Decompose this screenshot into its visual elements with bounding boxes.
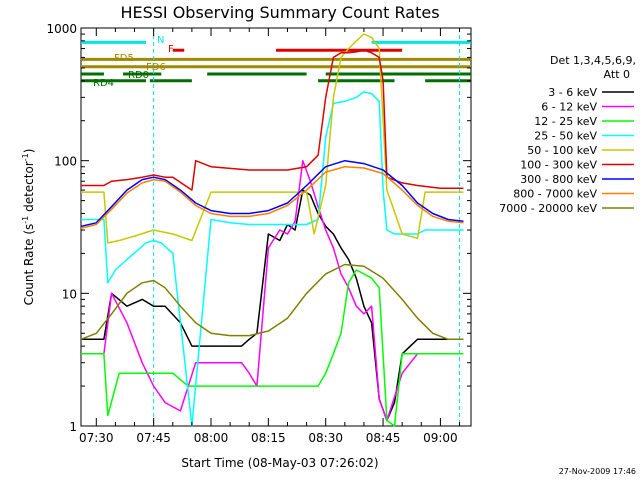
- flag-label-f: F: [168, 44, 174, 55]
- chart-title: HESSI Observing Summary Count Rates: [120, 3, 439, 22]
- x-tick-label: 07:45: [136, 431, 171, 445]
- series-line-300-800-kev: [80, 159, 464, 228]
- legend-label-300-800-kev: 300 - 800 keV: [520, 173, 597, 186]
- y-axis-label-mid: detector: [22, 161, 36, 216]
- legend-label-100-300-kev: 100 - 300 keV: [520, 159, 597, 172]
- legend-label-6-12-kev: 6 - 12 keV: [541, 101, 597, 114]
- plot-area: 07:30 07:45 08:00 08:15 08:30 08:45 09:00 1 10 10…: [46, 22, 472, 445]
- x-tick-label: 08:45: [366, 431, 401, 445]
- series-line-100-300-kev: [81, 49, 464, 191]
- y-tick-label: 100: [54, 155, 77, 169]
- y-axis-label-sup2: -1: [21, 153, 30, 161]
- timestamp: 27-Nov-2009 17:46: [559, 467, 636, 476]
- legend-label-25-50-kev: 25 - 50 keV: [534, 130, 597, 143]
- y-axis-label-main: Count Rate (s: [22, 224, 36, 306]
- legend: Det 1,3,4,5,6,9, Att 0 3 - 6 keV 6 - 12 k…: [499, 54, 636, 215]
- y-tick-label: 10: [62, 287, 77, 301]
- saa-lines: [153, 28, 461, 426]
- flag-label-fd5: FD5: [114, 53, 134, 64]
- legend-label-7000-20000-kev: 7000 - 20000 keV: [499, 202, 597, 215]
- y-tick-label: 1000: [46, 22, 77, 36]
- y-axis-label: Count Rate (s-1 detector-1): [21, 149, 36, 306]
- flag-label-n: N: [157, 35, 164, 46]
- series-lines: [80, 33, 464, 427]
- flag-label-group: N F FD5 FD6 RD0 RD4: [93, 35, 174, 89]
- series-line-12-25-kev: [81, 269, 464, 427]
- legend-title-detectors: Det 1,3,4,5,6,9,: [550, 54, 636, 67]
- y-axis-label-end: ): [22, 149, 36, 154]
- series-line-6-12-kev: [81, 159, 464, 422]
- flag-bars: [81, 40, 471, 83]
- series-line-7000-20000-kev: [80, 263, 464, 341]
- axis-ticks: 07:30 07:45 08:00 08:15 08:30 08:45 09:00 1 10 10…: [46, 22, 471, 445]
- x-tick-label: 08:30: [308, 431, 343, 445]
- y-tick-label: 1: [69, 420, 77, 434]
- flag-label-fd6: FD6: [146, 62, 166, 73]
- series-line-800-7000-kev: [80, 165, 464, 229]
- series-line-25-50-kev: [81, 91, 464, 427]
- flag-label-rd0: RD0: [128, 70, 149, 81]
- legend-label-12-25-kev: 12 - 25 keV: [534, 115, 597, 128]
- legend-label-800-7000-kev: 800 - 7000 keV: [513, 188, 597, 201]
- x-tick-label: 08:15: [251, 431, 286, 445]
- legend-label-50-100-kev: 50 - 100 keV: [527, 144, 597, 157]
- plot-frame: [80, 27, 472, 427]
- x-tick-label: 08:00: [194, 431, 229, 445]
- x-axis-label: Start Time (08-May-03 07:26:02): [181, 456, 378, 470]
- flag-label-rd4: RD4: [93, 78, 114, 89]
- y-axis-label-sup1: -1: [21, 216, 30, 224]
- legend-title-attenuator: Att 0: [604, 68, 630, 81]
- x-tick-label: 07:30: [79, 431, 114, 445]
- series-line-50-100-kev: [81, 33, 464, 244]
- legend-label-3-6-kev: 3 - 6 keV: [548, 86, 597, 99]
- x-tick-label: 09:00: [423, 431, 458, 445]
